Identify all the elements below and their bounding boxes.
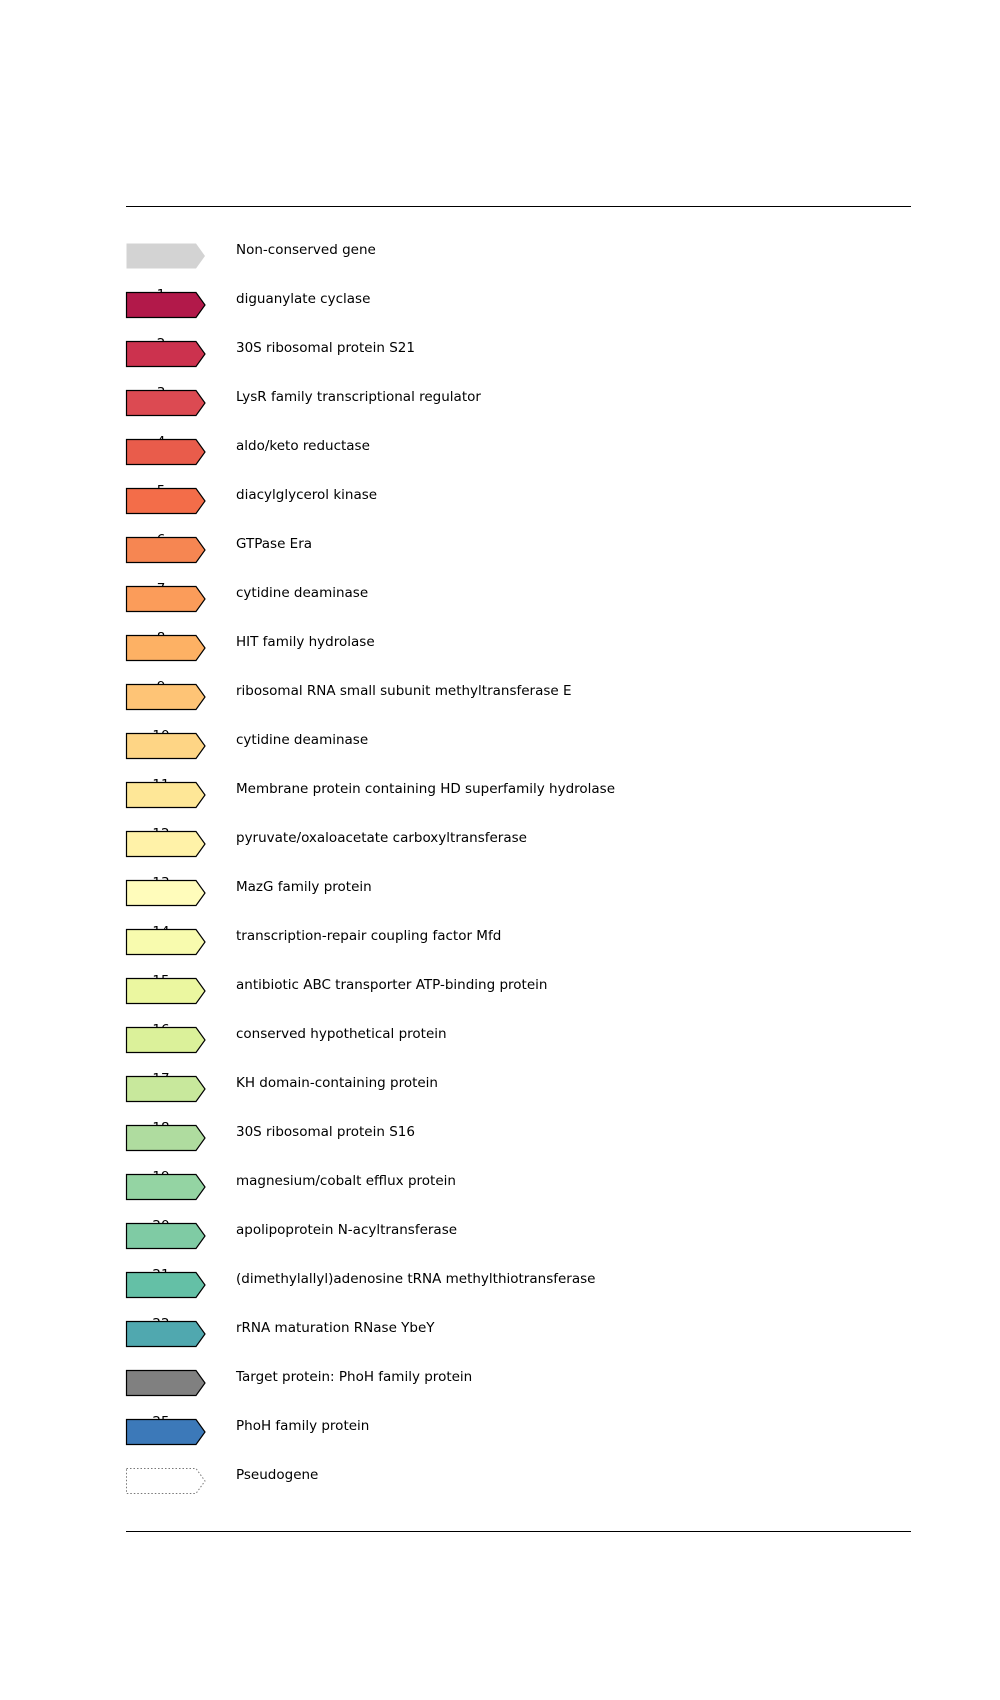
gene-label: cytidine deaminase (236, 585, 369, 601)
gene-arrow-icon (125, 928, 206, 956)
gene-arrow-icon (125, 683, 206, 711)
gene-label: Pseudogene (236, 1467, 319, 1483)
gene-label: conserved hypothetical protein (236, 1026, 447, 1042)
legend-row: 5diacylglycerol kinase (0, 483, 1000, 549)
gene-arrow-icon (125, 1173, 206, 1201)
legend-row: 25PhoH family protein (0, 1414, 1000, 1480)
gene-arrow-icon (125, 389, 206, 417)
gene-arrow-icon (125, 781, 206, 809)
legend-row: 22rRNA maturation RNase YbeY (0, 1316, 1000, 1382)
gene-arrow-icon (125, 732, 206, 760)
gene-label: HIT family hydrolase (236, 634, 375, 650)
legend-row: 1diguanylate cyclase (0, 287, 1000, 353)
gene-label: MazG family protein (236, 879, 372, 895)
gene-arrow-icon (125, 487, 206, 515)
gene-label: GTPase Era (236, 536, 313, 552)
legend-row: 1830S ribosomal protein S16 (0, 1120, 1000, 1186)
gene-arrow-icon (125, 536, 206, 564)
legend-row: 17KH domain-containing protein (0, 1071, 1000, 1137)
gene-arrow-icon (126, 243, 205, 269)
gene-arrow-icon (125, 1075, 206, 1103)
legend-row: 7cytidine deaminase (0, 581, 1000, 647)
top-divider (126, 206, 911, 207)
legend-row: 4aldo/keto reductase (0, 434, 1000, 500)
gene-arrow-icon (125, 634, 206, 662)
gene-label: aldo/keto reductase (236, 438, 370, 454)
gene-label: (dimethylallyl)adenosine tRNA methylthio… (236, 1271, 596, 1287)
gene-label: diacylglycerol kinase (236, 487, 378, 503)
legend-row: 14transcription-repair coupling factor M… (0, 924, 1000, 990)
gene-arrow-icon (125, 1026, 206, 1054)
gene-label: Non-conserved gene (236, 242, 376, 258)
gene-arrow-icon (125, 977, 206, 1005)
gene-label: pyruvate/oxaloacetate carboxyltransferas… (236, 830, 527, 846)
legend-row: 10cytidine deaminase (0, 728, 1000, 794)
legend-row: 15antibiotic ABC transporter ATP-binding… (0, 973, 1000, 1039)
gene-arrow-icon (125, 1271, 206, 1299)
gene-arrow-icon (126, 1468, 206, 1494)
legend-row: 20apolipoprotein N-acyltransferase (0, 1218, 1000, 1284)
gene-label: magnesium/cobalt efflux protein (236, 1173, 456, 1189)
gene-arrow-icon (125, 830, 206, 858)
gene-label: cytidine deaminase (236, 732, 369, 748)
legend-row: 6GTPase Era (0, 532, 1000, 598)
gene-arrow-icon (125, 438, 206, 466)
gene-arrow-icon (125, 879, 206, 907)
legend-row: 8HIT family hydrolase (0, 630, 1000, 696)
legend-row: 9ribosomal RNA small subunit methyltrans… (0, 679, 1000, 745)
legend-row: 11Membrane protein containing HD superfa… (0, 777, 1000, 843)
gene-label: Target protein: PhoH family protein (236, 1369, 473, 1385)
bottom-divider (126, 1531, 911, 1532)
gene-arrow-icon (125, 1320, 206, 1348)
gene-label: Membrane protein containing HD superfami… (236, 781, 616, 797)
legend-row: Pseudogene (0, 1467, 1000, 1529)
gene-arrow-icon (125, 1369, 206, 1397)
gene-label: transcription-repair coupling factor Mfd (236, 928, 502, 944)
legend-row: 230S ribosomal protein S21 (0, 336, 1000, 402)
gene-arrow-icon (125, 585, 206, 613)
legend-row: 12pyruvate/oxaloacetate carboxyltransfer… (0, 826, 1000, 892)
gene-arrow-icon (125, 1418, 206, 1446)
gene-label: KH domain-containing protein (236, 1075, 438, 1091)
gene-label: ribosomal RNA small subunit methyltransf… (236, 683, 572, 699)
gene-label: diguanylate cyclase (236, 291, 371, 307)
legend-row: Non-conserved gene (0, 242, 1000, 304)
legend-row: 13MazG family protein (0, 875, 1000, 941)
legend-row: 16conserved hypothetical protein (0, 1022, 1000, 1088)
gene-label: LysR family transcriptional regulator (236, 389, 481, 405)
gene-arrow-icon (125, 1124, 206, 1152)
gene-label: antibiotic ABC transporter ATP-binding p… (236, 977, 548, 993)
gene-label: PhoH family protein (236, 1418, 370, 1434)
legend-row: 3LysR family transcriptional regulator (0, 385, 1000, 451)
legend-row: 19magnesium/cobalt efflux protein (0, 1169, 1000, 1235)
gene-label: 30S ribosomal protein S21 (236, 340, 415, 356)
gene-label: rRNA maturation RNase YbeY (236, 1320, 435, 1336)
gene-arrow-icon (125, 291, 206, 319)
gene-arrow-icon (125, 1222, 206, 1250)
legend-row: 21(dimethylallyl)adenosine tRNA methylth… (0, 1267, 1000, 1333)
gene-label: 30S ribosomal protein S16 (236, 1124, 415, 1140)
gene-arrow-icon (125, 340, 206, 368)
legend-row: Target protein: PhoH family protein (0, 1369, 1000, 1431)
gene-label: apolipoprotein N-acyltransferase (236, 1222, 458, 1238)
